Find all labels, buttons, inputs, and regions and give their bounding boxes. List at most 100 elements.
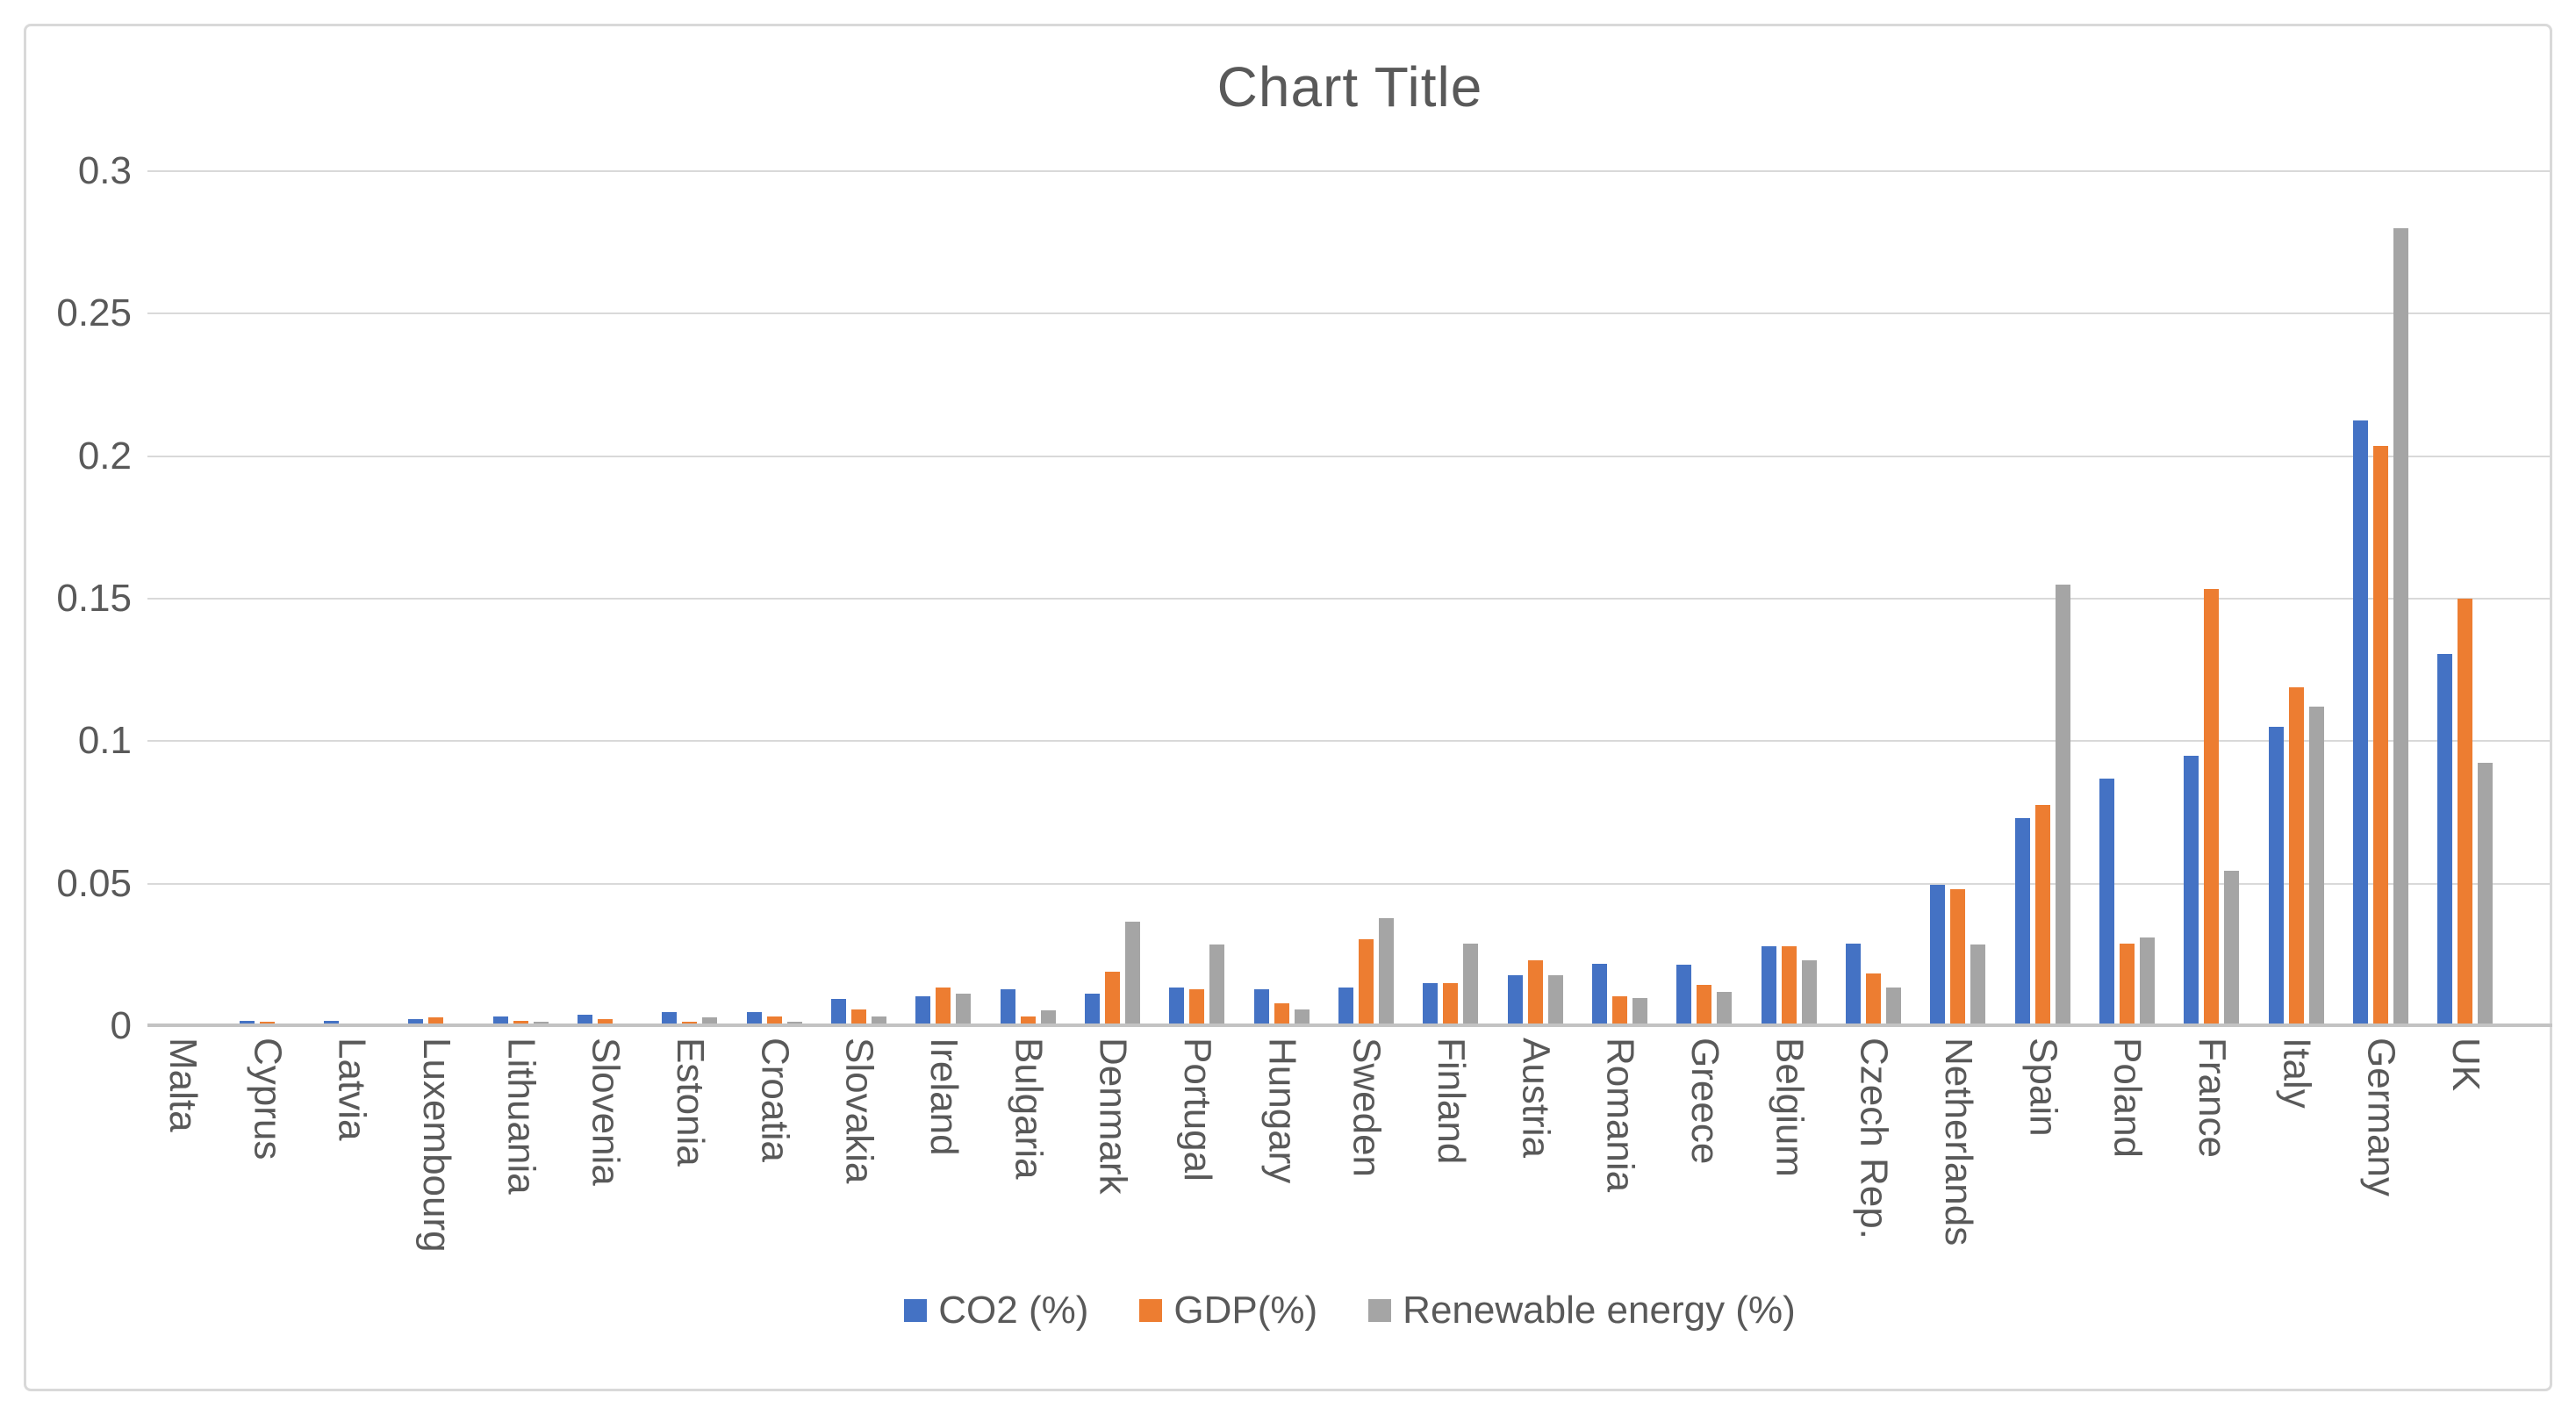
y-tick-label-0.2: 0.2 bbox=[77, 434, 132, 478]
x-tick-label-Estonia: Estonia bbox=[668, 1038, 712, 1167]
y-tick-label-0.05: 0.05 bbox=[56, 861, 132, 905]
x-tick-label-Germany: Germany bbox=[2359, 1038, 2403, 1196]
bar-GDP(%)-Slovenia bbox=[598, 1019, 614, 1026]
bar-group-Czech Rep. bbox=[1846, 944, 1902, 1026]
gridline-0.05 bbox=[147, 882, 2552, 885]
bar-CO2 (%)-Croatia bbox=[746, 1012, 762, 1026]
bar-GDP(%)-Austria bbox=[1527, 960, 1543, 1026]
bar-group-Poland bbox=[2099, 779, 2156, 1026]
bar-GDP(%)-Germany bbox=[2373, 446, 2389, 1026]
plot-area bbox=[147, 170, 2552, 1027]
x-tick-label-Czech Rep.: Czech Rep. bbox=[1852, 1038, 1896, 1239]
x-tick-label-Luxembourg: Luxembourg bbox=[414, 1038, 458, 1253]
bar-GDP(%)-Belgium bbox=[1781, 946, 1797, 1026]
legend-label: Renewable energy (%) bbox=[1403, 1289, 1796, 1332]
y-tick-label-0.25: 0.25 bbox=[56, 291, 132, 335]
legend-swatch-icon bbox=[904, 1299, 928, 1322]
bar-GDP(%)-Finland bbox=[1443, 983, 1459, 1026]
x-tick-label-Croatia: Croatia bbox=[753, 1038, 797, 1162]
x-tick-label-Bulgaria: Bulgaria bbox=[1007, 1038, 1051, 1180]
gridline-0.1 bbox=[147, 740, 2552, 743]
gridline-0.3 bbox=[147, 170, 2552, 172]
x-tick-label-Denmark: Denmark bbox=[1091, 1038, 1135, 1195]
bar-Renewable energy (%)-Belgium bbox=[1801, 960, 1817, 1026]
bar-CO2 (%)-Bulgaria bbox=[1000, 989, 1015, 1026]
chart-border bbox=[24, 24, 2552, 1391]
bar-group-France bbox=[2184, 589, 2240, 1026]
bar-CO2 (%)-Austria bbox=[1507, 975, 1523, 1026]
bar-GDP(%)-Czech Rep. bbox=[1866, 973, 1882, 1026]
bar-GDP(%)-Spain bbox=[2034, 805, 2050, 1026]
legend-label: CO2 (%) bbox=[938, 1289, 1089, 1332]
y-tick-label-0.15: 0.15 bbox=[56, 577, 132, 620]
x-tick-label-Portugal: Portugal bbox=[1175, 1038, 1219, 1182]
x-tick-label-UK: UK bbox=[2443, 1038, 2487, 1092]
bar-group-Ireland bbox=[915, 988, 972, 1026]
bar-group-Hungary bbox=[1253, 989, 1310, 1026]
x-tick-label-Netherlands: Netherlands bbox=[1936, 1038, 1980, 1246]
bar-group-UK bbox=[2437, 599, 2493, 1026]
bar-group-Bulgaria bbox=[1000, 989, 1056, 1026]
bar-CO2 (%)-Sweden bbox=[1338, 988, 1354, 1026]
bar-GDP(%)-Poland bbox=[2120, 944, 2135, 1026]
bar-GDP(%)-Italy bbox=[2288, 687, 2304, 1026]
x-tick-label-Belgium: Belgium bbox=[1768, 1038, 1812, 1177]
bar-Renewable energy (%)-Netherlands bbox=[1970, 945, 1986, 1026]
x-tick-label-Lithuania: Lithuania bbox=[499, 1038, 543, 1195]
bar-Renewable energy (%)-France bbox=[2224, 871, 2240, 1026]
gridline-0.15 bbox=[147, 598, 2552, 600]
bar-CO2 (%)-Slovenia bbox=[578, 1015, 593, 1026]
bar-GDP(%)-Netherlands bbox=[1950, 889, 1966, 1026]
bar-Renewable energy (%)-Finland bbox=[1463, 944, 1479, 1026]
bar-GDP(%)-Denmark bbox=[1105, 972, 1121, 1026]
bar-GDP(%)-Hungary bbox=[1274, 1003, 1289, 1026]
bar-GDP(%)-Ireland bbox=[936, 988, 951, 1026]
bar-CO2 (%)-Lithuania bbox=[492, 1016, 508, 1026]
bar-GDP(%)-Slovakia bbox=[851, 1009, 867, 1026]
bar-group-Belgium bbox=[1761, 946, 1817, 1026]
bar-CO2 (%)-Italy bbox=[2268, 727, 2284, 1026]
bar-CO2 (%)-Slovakia bbox=[831, 999, 847, 1026]
bar-Renewable energy (%)-UK bbox=[2478, 763, 2493, 1026]
legend-item-GDP(%): GDP(%) bbox=[1139, 1289, 1317, 1332]
bar-Renewable energy (%)-Romania bbox=[1632, 998, 1648, 1026]
x-tick-label-Slovakia: Slovakia bbox=[837, 1038, 881, 1184]
y-tick-label-0.1: 0.1 bbox=[77, 719, 132, 763]
legend-item-CO2 (%): CO2 (%) bbox=[904, 1289, 1088, 1332]
bar-GDP(%)-Luxembourg bbox=[428, 1017, 444, 1026]
bar-CO2 (%)-Czech Rep. bbox=[1846, 944, 1862, 1026]
bar-GDP(%)-UK bbox=[2458, 599, 2473, 1026]
x-tick-label-Spain: Spain bbox=[2021, 1038, 2065, 1137]
gridline-0.2 bbox=[147, 455, 2552, 457]
x-tick-label-Malta: Malta bbox=[161, 1038, 205, 1132]
y-tick-label-0.3: 0.3 bbox=[77, 149, 132, 192]
bar-CO2 (%)-Portugal bbox=[1169, 988, 1185, 1026]
x-tick-label-Slovenia: Slovenia bbox=[584, 1038, 628, 1186]
bar-Renewable energy (%)-Germany bbox=[2393, 228, 2409, 1026]
bar-Renewable energy (%)-Poland bbox=[2140, 937, 2156, 1026]
bar-group-Greece bbox=[1676, 965, 1733, 1026]
bar-CO2 (%)-Belgium bbox=[1761, 946, 1776, 1026]
bar-CO2 (%)-Romania bbox=[1592, 964, 1608, 1026]
chart-title: Chart Title bbox=[1216, 55, 1483, 119]
x-tick-label-Romania: Romania bbox=[1598, 1038, 1642, 1193]
bar-Renewable energy (%)-Estonia bbox=[702, 1017, 718, 1026]
x-axis-line bbox=[147, 1024, 2552, 1027]
bar-group-Denmark bbox=[1085, 922, 1141, 1026]
bar-Renewable energy (%)-Czech Rep. bbox=[1886, 988, 1902, 1026]
legend-label: GDP(%) bbox=[1173, 1289, 1318, 1332]
x-tick-label-Poland: Poland bbox=[2106, 1038, 2149, 1159]
bar-CO2 (%)-Poland bbox=[2099, 779, 2115, 1026]
y-tick-label-0: 0 bbox=[110, 1004, 132, 1047]
bar-GDP(%)-Bulgaria bbox=[1020, 1016, 1036, 1026]
bar-CO2 (%)-UK bbox=[2437, 654, 2453, 1026]
x-tick-label-Greece: Greece bbox=[1683, 1038, 1726, 1165]
bar-CO2 (%)-Luxembourg bbox=[408, 1019, 424, 1026]
bar-Renewable energy (%)-Hungary bbox=[1294, 1009, 1310, 1026]
bar-Renewable energy (%)-Portugal bbox=[1209, 945, 1225, 1026]
bar-group-Slovakia bbox=[831, 999, 887, 1026]
bar-group-Netherlands bbox=[1930, 885, 1986, 1026]
x-tick-label-Ireland: Ireland bbox=[922, 1038, 965, 1156]
bar-Renewable energy (%)-Ireland bbox=[956, 994, 972, 1026]
